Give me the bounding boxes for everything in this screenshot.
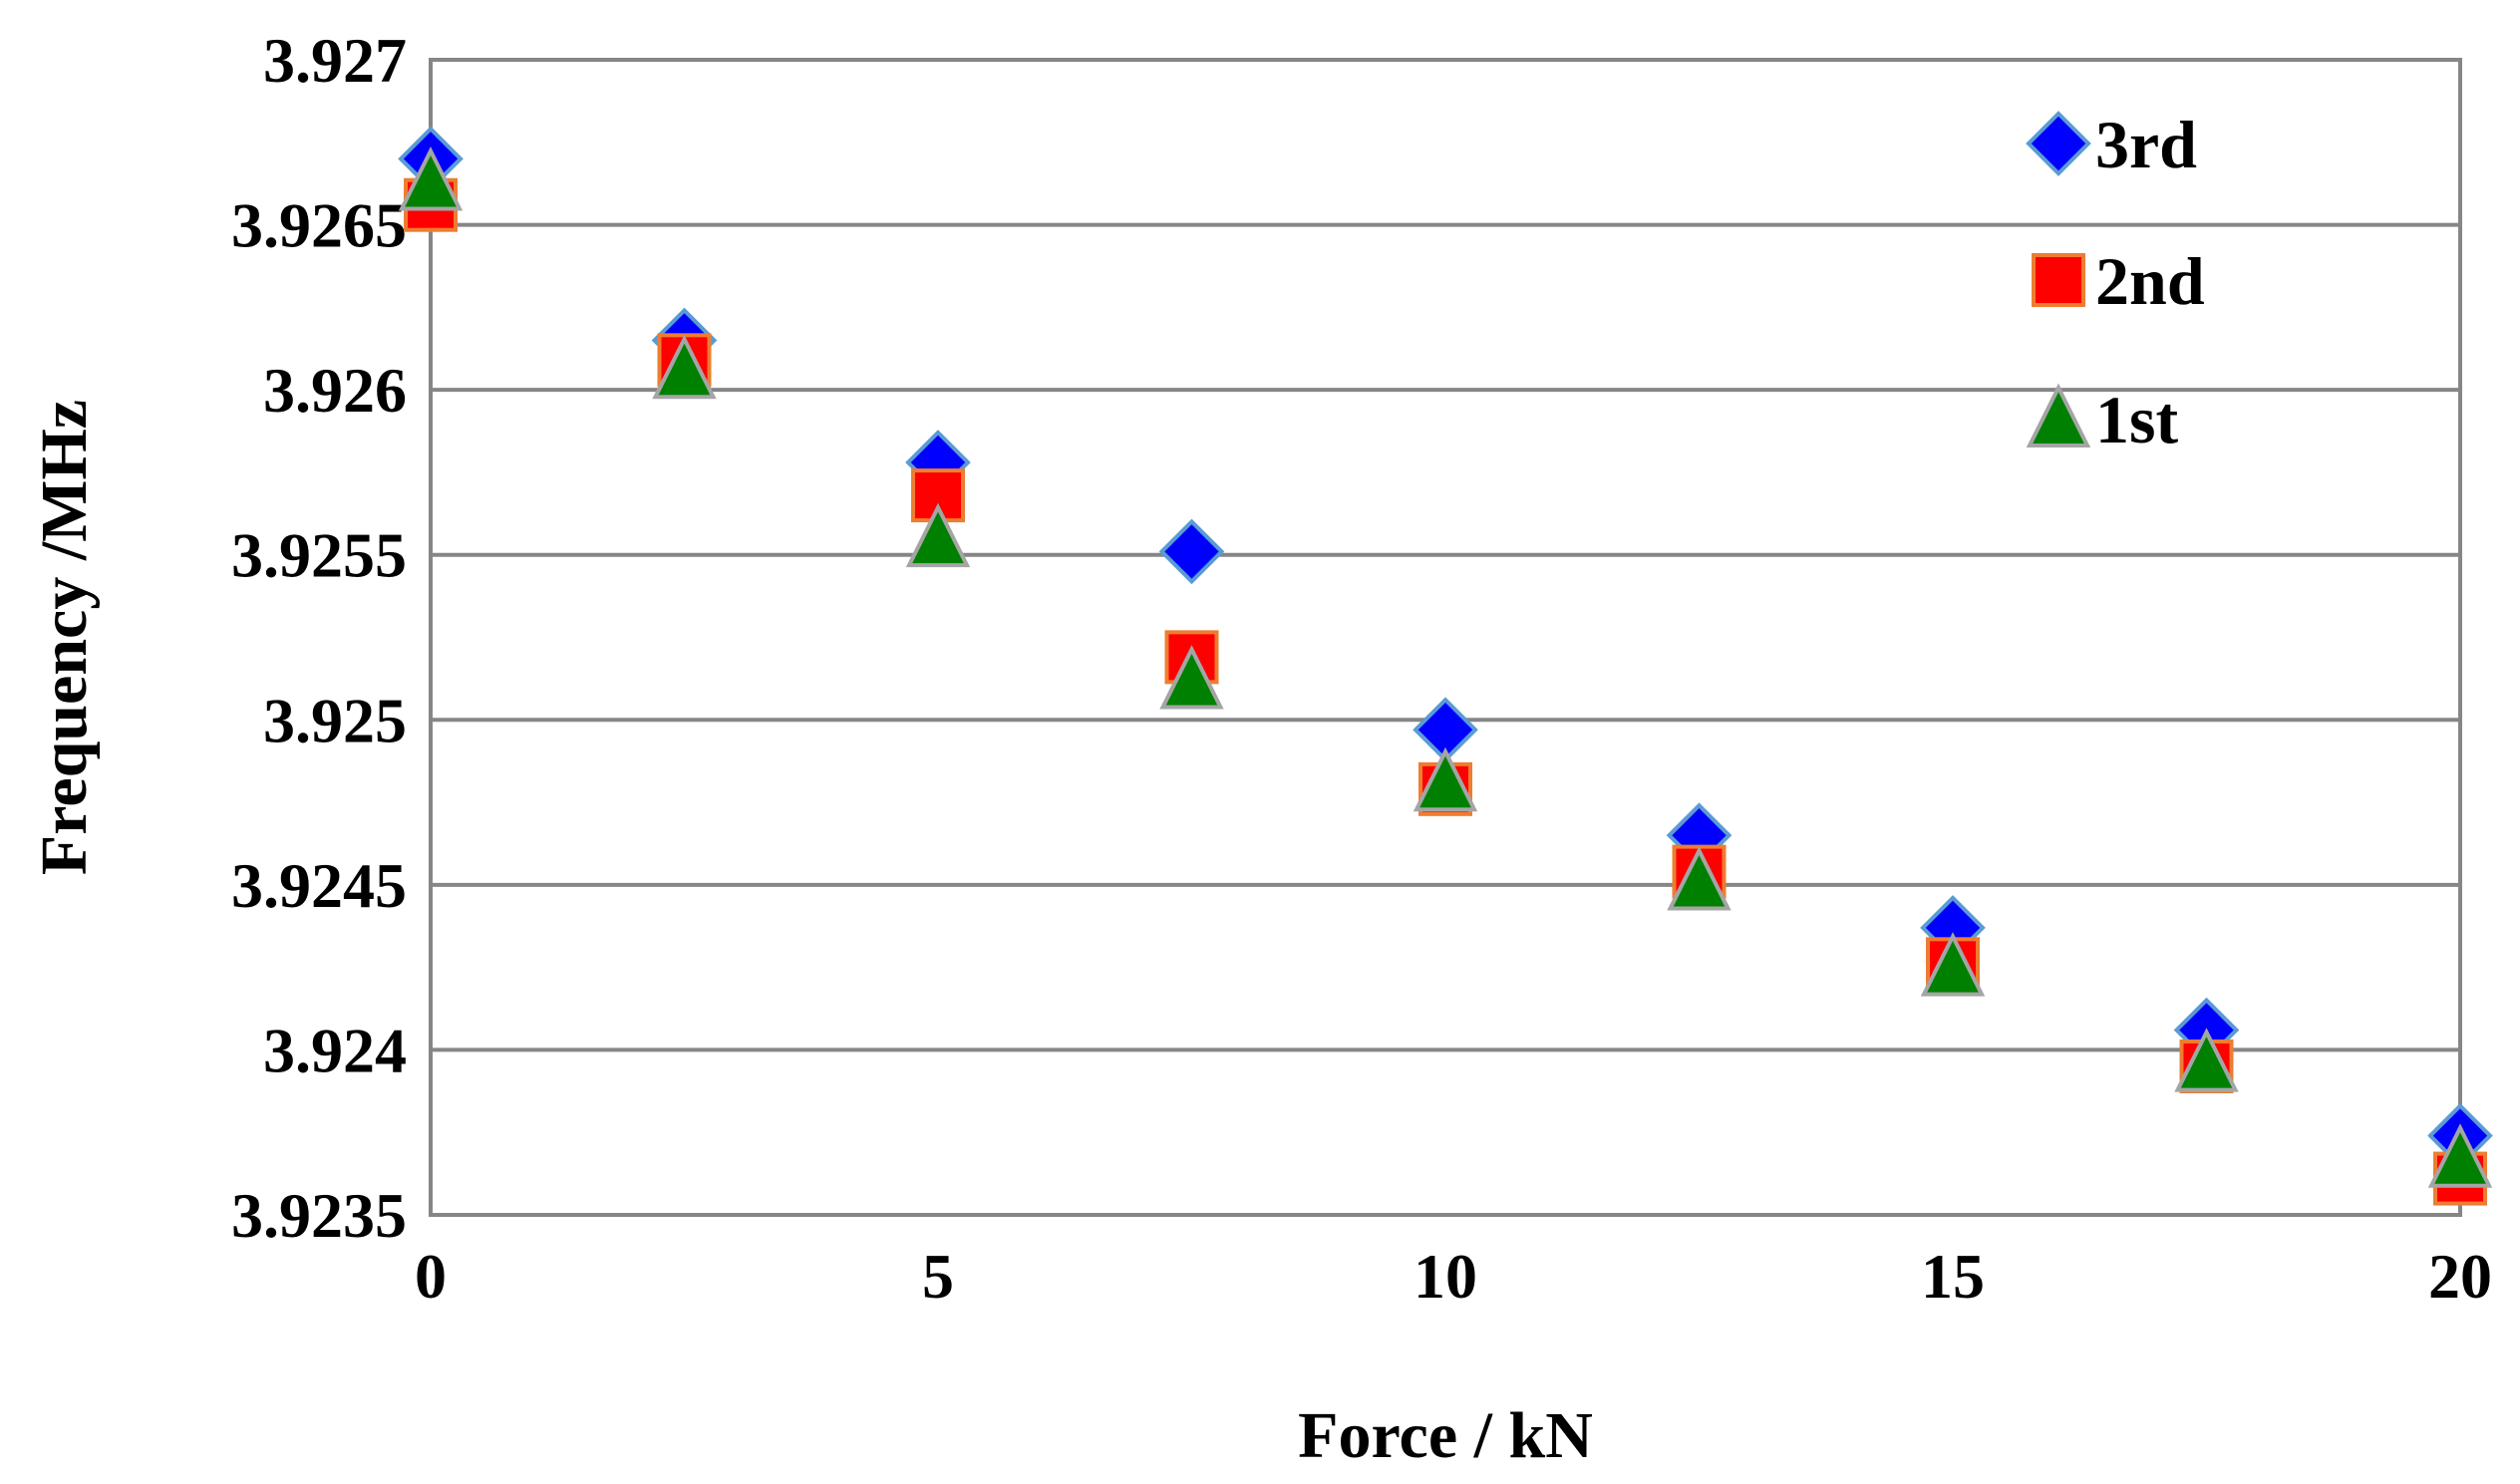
y-tick-label: 3.924 xyxy=(263,1015,407,1085)
legend: 3rd 2nd 1st xyxy=(2026,107,2205,457)
data-markers xyxy=(398,126,2493,1206)
legend-label: 3rd xyxy=(2095,107,2197,182)
y-tick-label: 3.925 xyxy=(263,685,407,755)
data-point-triangle xyxy=(1920,932,1986,997)
legend-item: 1st xyxy=(2026,382,2178,457)
legend-marker-triangle xyxy=(2026,383,2091,447)
data-point-triangle xyxy=(652,334,717,400)
legend-item: 2nd xyxy=(2032,243,2205,319)
x-tick-label: 20 xyxy=(2428,1241,2492,1312)
x-tick-label: 10 xyxy=(1414,1241,1477,1312)
legend-label: 1st xyxy=(2095,382,2178,457)
y-tick-label: 3.9255 xyxy=(231,520,407,591)
data-point-triangle xyxy=(1159,645,1224,710)
legend-label: 2nd xyxy=(2095,243,2205,319)
y-tick-label: 3.9235 xyxy=(231,1180,407,1251)
y-axis-title: Frequency /MHz xyxy=(28,400,101,875)
data-point-triangle xyxy=(1667,846,1732,911)
legend-marker-square xyxy=(2032,253,2085,307)
x-tick-labels: 0 5 10 15 20 xyxy=(415,1241,2492,1312)
y-tick-label: 3.9265 xyxy=(231,190,407,261)
data-point-triangle xyxy=(398,147,464,211)
y-tick-label: 3.927 xyxy=(263,25,407,96)
series-1st xyxy=(398,147,2493,1188)
data-point-triangle xyxy=(2427,1123,2493,1188)
y-tick-label: 3.9245 xyxy=(231,850,407,921)
data-point-triangle xyxy=(2174,1028,2239,1092)
data-point-triangle xyxy=(905,502,971,568)
legend-item: 3rd xyxy=(2026,107,2197,182)
y-tick-label: 3.926 xyxy=(263,355,407,426)
y-tick-labels: 3.9235 3.924 3.9245 3.925 3.9255 3.926 3.9265 3… xyxy=(231,25,407,1251)
plot-area xyxy=(429,58,2462,1217)
x-tick-label: 0 xyxy=(415,1241,447,1312)
x-tick-label: 5 xyxy=(922,1241,954,1312)
x-axis-title: Force / kN xyxy=(1298,1399,1593,1472)
x-tick-label: 15 xyxy=(1921,1241,1985,1312)
data-point-triangle xyxy=(1413,746,1478,812)
legend-marker-diamond xyxy=(2026,111,2091,176)
data-point-diamond xyxy=(1158,518,1225,585)
